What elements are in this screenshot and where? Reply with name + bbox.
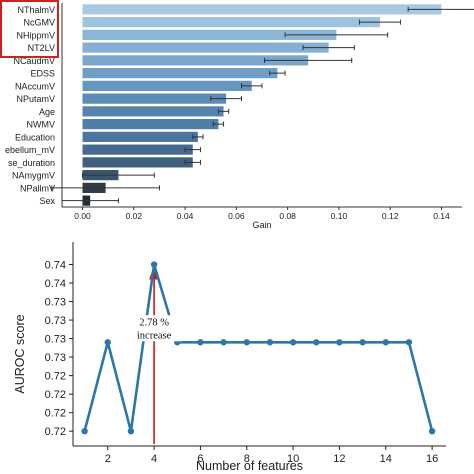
data-point-13 xyxy=(359,339,366,346)
data-point-16 xyxy=(428,427,436,435)
y-axis-title: AUROC score xyxy=(13,314,27,393)
y-tick-label: 0.73 xyxy=(45,352,66,364)
data-point-2 xyxy=(104,339,111,346)
x-tick-label: 16 xyxy=(426,453,438,465)
feature-gain-bar-chart: NThalmV NcGMV NHippmV NT2LV NCaudmV EDSS NAccu… xyxy=(0,0,474,230)
bar-nt2lv xyxy=(82,42,329,53)
bar-label-edss: EDSS xyxy=(30,69,55,79)
x-tick-label: 2 xyxy=(105,453,111,465)
auroc-line-chart: 0.72 0.72 0.72 0.72 0.73 0.73 0.73 0.73 0.74 0.74… xyxy=(13,242,446,473)
data-point-14 xyxy=(382,339,389,346)
x-tick-label: 12 xyxy=(333,453,345,465)
y-tick-label: 0.72 xyxy=(45,426,66,438)
data-point-9 xyxy=(266,339,274,346)
y-tick-label: 0.73 xyxy=(45,334,66,346)
bar-label-ncaudmv: NCaudmV xyxy=(13,56,55,66)
bar-label-nthalmv: NThalmV xyxy=(17,5,55,15)
auroc-series-line xyxy=(83,263,434,433)
bar-nwmv xyxy=(82,119,219,130)
bar-label-nwmv: NWMV xyxy=(27,120,56,130)
bar-label-naccumv: NAccumV xyxy=(15,81,55,91)
data-point-7 xyxy=(220,339,227,346)
annotation-line2: increase xyxy=(137,330,172,341)
bar-ncgmv xyxy=(82,17,380,28)
annotation-background xyxy=(126,315,183,342)
data-point-11 xyxy=(313,339,320,346)
data-point-4 xyxy=(150,261,158,268)
data-point-3 xyxy=(127,427,135,435)
bar-label-ncerebellum_mv: ebellum_mV xyxy=(5,145,55,155)
y-tick-label: 0.74 xyxy=(45,278,66,290)
bar-label-namygmv: NAmygmV xyxy=(12,171,55,181)
bar-age xyxy=(82,106,224,117)
data-point-1 xyxy=(81,427,88,435)
y-tick-label: 0.73 xyxy=(45,315,66,327)
data-point-6 xyxy=(197,339,204,346)
bar-label-disease_duration: se_duration xyxy=(8,158,55,168)
bar-nthalmv xyxy=(82,4,442,15)
bar-disease_duration xyxy=(82,157,193,168)
highlight-box xyxy=(0,0,59,58)
bar-nputamv xyxy=(82,93,227,104)
data-point-12 xyxy=(336,339,343,346)
bar-label-nputamv: NPutamV xyxy=(16,94,55,104)
x-axis-title: Gain xyxy=(252,220,271,230)
bar-ncerebellum_mv xyxy=(82,144,193,155)
bar-label-sex: Sex xyxy=(39,196,55,206)
x-tick-label: 14 xyxy=(380,453,392,465)
x-tick-label: 0.04 xyxy=(177,211,194,221)
x-axis-title: Number of features xyxy=(196,459,303,473)
bar-label-age: Age xyxy=(39,107,55,117)
y-tick-label: 0.73 xyxy=(45,297,66,309)
y-tick-label: 0.72 xyxy=(45,371,66,383)
x-tick-label: 10 xyxy=(287,453,299,465)
y-tick-label: 0.72 xyxy=(45,389,66,401)
data-point-10 xyxy=(289,339,297,346)
bar-label-ncgmv: NcGMV xyxy=(24,18,56,28)
bar-education xyxy=(82,131,198,142)
x-tick-label: 0.08 xyxy=(279,211,296,221)
bar-label-nhippmv: NHippmV xyxy=(16,30,55,40)
bar-nhippmv xyxy=(82,29,337,40)
x-tick-label: 0.10 xyxy=(331,211,348,221)
bar-naccumv xyxy=(82,80,252,91)
y-tick-label: 0.72 xyxy=(45,408,66,420)
annotation-line1: 2.78 % xyxy=(139,317,169,328)
bar-label-npallmv: NPallmV xyxy=(20,183,55,193)
x-tick-label: 0.02 xyxy=(126,211,143,221)
x-tick-label: 0.12 xyxy=(382,211,399,221)
y-tick-label: 0.74 xyxy=(45,260,66,272)
x-tick-label: 0.00 xyxy=(74,211,91,221)
x-tick-label: 6 xyxy=(197,453,203,465)
bar-label-education: Education xyxy=(15,132,55,142)
bar-ncaudmv xyxy=(82,55,309,66)
x-tick-label: 0.14 xyxy=(433,211,450,221)
x-tick-label: 4 xyxy=(151,453,157,465)
data-point-15 xyxy=(405,339,413,346)
x-tick-label: 8 xyxy=(244,453,250,465)
bar-label-nt2lv: NT2LV xyxy=(28,43,55,53)
data-point-8 xyxy=(243,339,250,346)
x-tick-label: 0.06 xyxy=(228,211,245,221)
bar-edss xyxy=(82,68,278,79)
